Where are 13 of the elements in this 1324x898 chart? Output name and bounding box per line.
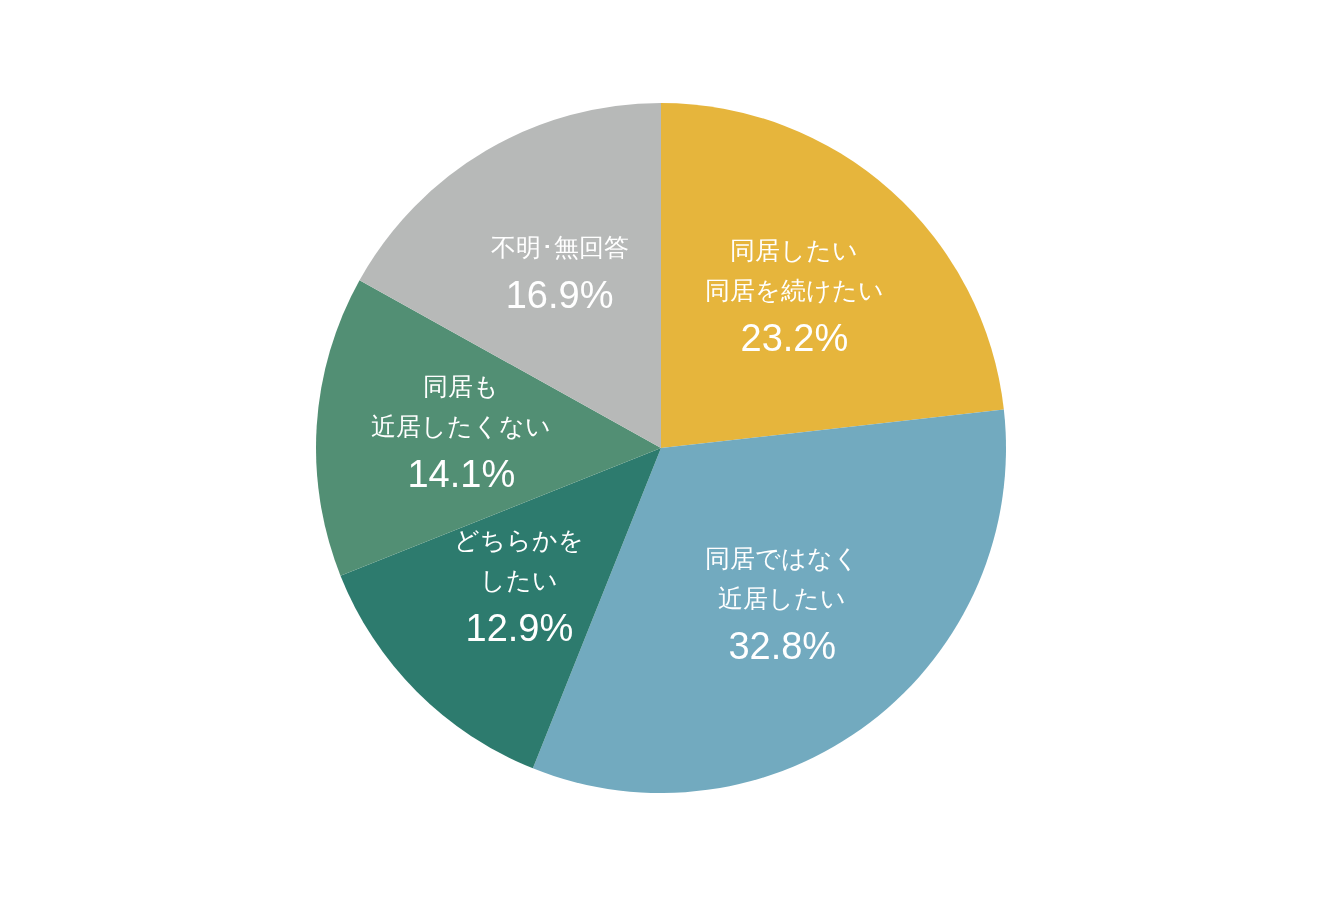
- pie-slice: [661, 103, 1004, 448]
- slice-label: どちらかをしたい: [454, 526, 585, 595]
- data-label: 32.8%: [728, 625, 837, 668]
- slice-label: 同居ではなく近居したい: [705, 544, 860, 613]
- data-label: 14.1%: [407, 453, 516, 496]
- data-label: 16.9%: [505, 273, 614, 316]
- data-label: 23.2%: [740, 316, 849, 359]
- pie-slice: [340, 448, 661, 769]
- pie-slice: [359, 103, 661, 448]
- slice-label: 同居も近居したくない: [371, 372, 552, 441]
- data-label: 12.9%: [465, 607, 574, 650]
- slice-label: 同居したい同居を続けたい: [704, 235, 884, 304]
- slice-label: 不明･無回答: [490, 232, 629, 261]
